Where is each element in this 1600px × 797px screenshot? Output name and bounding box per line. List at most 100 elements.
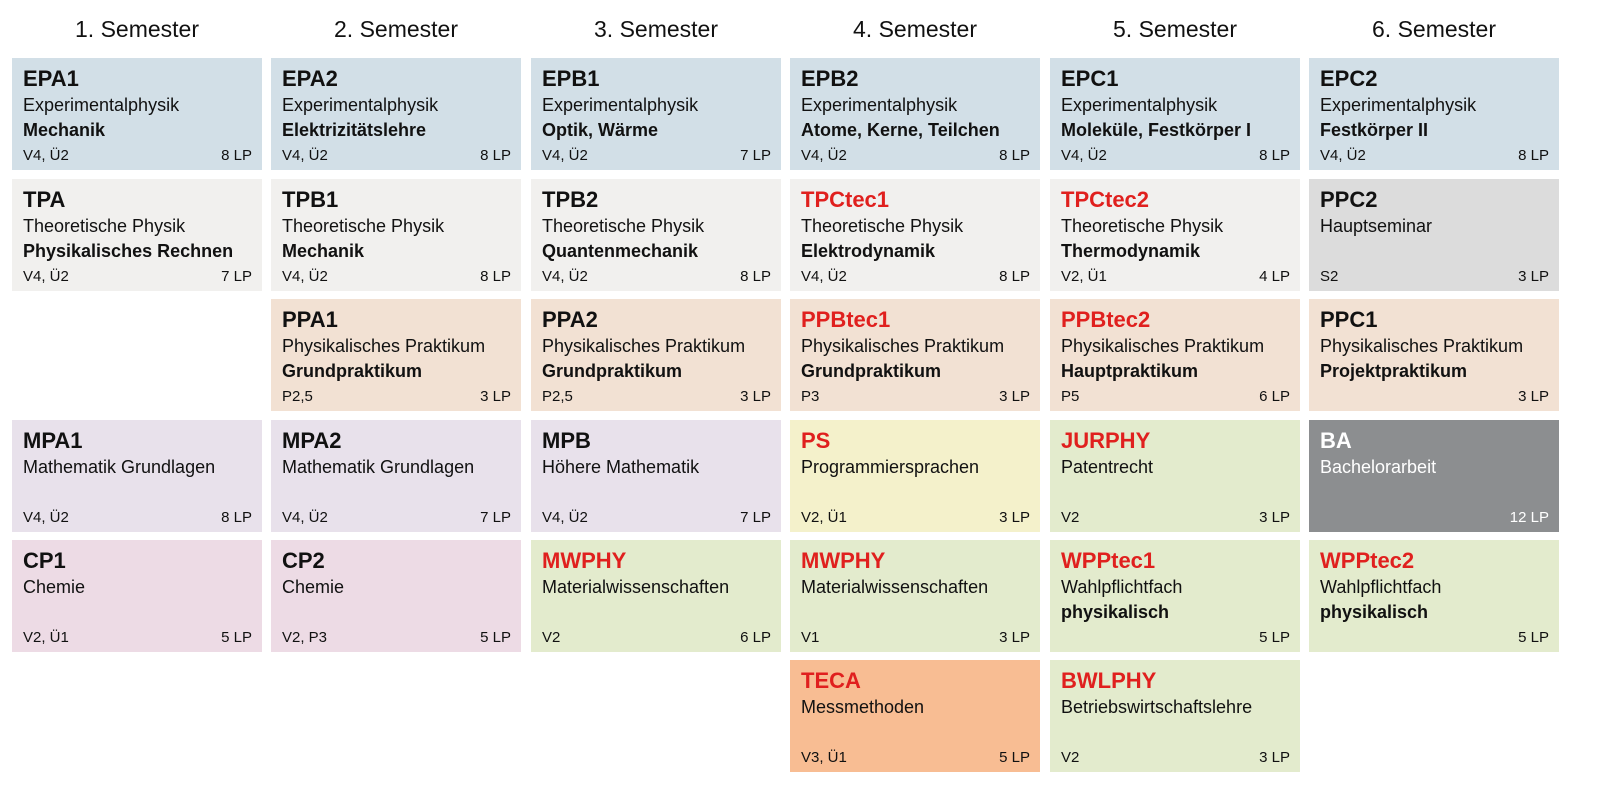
module-subject: Experimentalphysik bbox=[801, 95, 958, 115]
module-subject: Experimentalphysik bbox=[542, 95, 699, 115]
module-card-epb1: EPB1 Experimentalphysik Optik, Wärme V4,… bbox=[531, 58, 781, 170]
module-subject: Experimentalphysik bbox=[1061, 95, 1218, 115]
module-credits: 7 LP bbox=[480, 509, 511, 526]
module-topic: Thermodynamik bbox=[1061, 241, 1201, 261]
module-credits: 7 LP bbox=[740, 509, 771, 526]
module-code: TPCtec1 bbox=[801, 187, 890, 212]
module-hours: V4, Ü2 bbox=[801, 147, 847, 164]
module-hours: V4, Ü2 bbox=[23, 147, 69, 164]
module-subject: Materialwissenschaften bbox=[542, 577, 730, 597]
module-card-epb2: EPB2 Experimentalphysik Atome, Kerne, Te… bbox=[790, 58, 1040, 170]
module-hours: V4, Ü2 bbox=[23, 509, 69, 526]
module-topic: Quantenmechanik bbox=[542, 241, 699, 261]
module-card-teca: TECA Messmethoden V3, Ü1 5 LP bbox=[790, 660, 1040, 772]
module-topic: Atome, Kerne, Teilchen bbox=[801, 120, 1000, 140]
module-hours: V2, Ü1 bbox=[801, 509, 847, 526]
module-card-ppa1: PPA1 Physikalisches Praktikum Grundprakt… bbox=[271, 299, 521, 411]
module-topic: Grundpraktikum bbox=[801, 361, 942, 381]
module-code: EPB2 bbox=[801, 66, 859, 91]
module-topic: physikalisch bbox=[1061, 602, 1170, 622]
module-subject: Physikalisches Praktikum bbox=[1320, 336, 1524, 356]
module-code: EPC2 bbox=[1320, 66, 1378, 91]
module-credits: 7 LP bbox=[221, 268, 252, 285]
module-subject: Bachelorarbeit bbox=[1320, 457, 1437, 477]
module-card-ppbtec2: PPBtec2 Physikalisches Praktikum Hauptpr… bbox=[1050, 299, 1300, 411]
module-credits: 5 LP bbox=[480, 629, 511, 646]
module-code: TECA bbox=[801, 668, 861, 693]
semester-1-heading: 1. Semester bbox=[75, 16, 199, 42]
module-card-tpa: TPA Theoretische Physik Physikalisches R… bbox=[12, 179, 262, 291]
module-topic: Mechanik bbox=[282, 241, 365, 261]
module-credits: 3 LP bbox=[999, 629, 1030, 646]
module-credits: 8 LP bbox=[1518, 147, 1549, 164]
module-topic: Optik, Wärme bbox=[542, 120, 659, 140]
module-code: BWLPHY bbox=[1061, 668, 1157, 693]
module-hours: V4, Ü2 bbox=[542, 268, 588, 285]
module-subject: Betriebswirtschaftslehre bbox=[1061, 697, 1253, 717]
module-subject: Theoretische Physik bbox=[23, 216, 186, 236]
module-card-jurphy: JURPHY Patentrecht V2 3 LP bbox=[1050, 420, 1300, 532]
module-code: EPB1 bbox=[542, 66, 600, 91]
module-card-epc1: EPC1 Experimentalphysik Moleküle, Festkö… bbox=[1050, 58, 1300, 170]
module-subject: Physikalisches Praktikum bbox=[282, 336, 486, 356]
module-code: WPPtec1 bbox=[1061, 548, 1156, 573]
module-credits: 12 LP bbox=[1509, 509, 1549, 526]
module-code: WPPtec2 bbox=[1320, 548, 1415, 573]
module-card-epa1: EPA1 Experimentalphysik Mechanik V4, Ü2 8… bbox=[12, 58, 262, 170]
module-code: TPB1 bbox=[282, 187, 339, 212]
module-credits: 8 LP bbox=[999, 268, 1030, 285]
module-subject: Chemie bbox=[282, 577, 345, 597]
module-credits: 5 LP bbox=[1259, 629, 1290, 646]
module-topic: Elektrizitätslehre bbox=[282, 120, 427, 140]
module-credits: 4 LP bbox=[1259, 268, 1290, 285]
module-credits: 5 LP bbox=[1518, 629, 1549, 646]
module-credits: 3 LP bbox=[999, 388, 1030, 405]
module-hours: P3 bbox=[801, 388, 820, 405]
module-hours: V2 bbox=[542, 629, 561, 646]
module-hours: V1 bbox=[801, 629, 820, 646]
module-card-mpb: MPB Höhere Mathematik V4, Ü2 7 LP bbox=[531, 420, 781, 532]
module-code: JURPHY bbox=[1061, 428, 1151, 453]
module-credits: 3 LP bbox=[1518, 268, 1549, 285]
module-subject: Experimentalphysik bbox=[282, 95, 439, 115]
module-credits: 3 LP bbox=[480, 388, 511, 405]
module-topic: Elektrodynamik bbox=[801, 241, 936, 261]
module-code: PS bbox=[801, 428, 831, 453]
module-topic: Physikalisches Rechnen bbox=[23, 241, 234, 261]
module-hours: P2,5 bbox=[282, 388, 313, 405]
module-card-tpb2: TPB2 Theoretische Physik Quantenmechanik… bbox=[531, 179, 781, 291]
semester-4-heading: 4. Semester bbox=[853, 16, 977, 42]
module-code: TPCtec2 bbox=[1061, 187, 1150, 212]
module-credits: 3 LP bbox=[999, 509, 1030, 526]
module-code: PPBtec2 bbox=[1061, 307, 1151, 332]
module-card-epa2: EPA2 Experimentalphysik Elektrizitätsleh… bbox=[271, 58, 521, 170]
module-card-tpctec2: TPCtec2 Theoretische Physik Thermodynami… bbox=[1050, 179, 1300, 291]
module-card-tpctec1: TPCtec1 Theoretische Physik Elektrodynam… bbox=[790, 179, 1040, 291]
module-subject: Mathematik Grundlagen bbox=[282, 457, 475, 477]
module-topic: Festkörper II bbox=[1320, 120, 1429, 140]
semester-6-heading: 6. Semester bbox=[1372, 16, 1496, 42]
module-hours: V4, Ü2 bbox=[1320, 147, 1366, 164]
module-credits: 5 LP bbox=[221, 629, 252, 646]
module-card-wpptec2: WPPtec2 Wahlpflichtfach physikalisch 5 L… bbox=[1309, 540, 1559, 652]
module-code: PPA2 bbox=[542, 307, 598, 332]
module-hours: V3, Ü1 bbox=[801, 749, 847, 766]
module-topic: physikalisch bbox=[1320, 602, 1429, 622]
module-credits: 8 LP bbox=[221, 147, 252, 164]
module-card-mwphy-3: MWPHY Materialwissenschaften V2 6 LP bbox=[531, 540, 781, 652]
module-code: PPC2 bbox=[1320, 187, 1378, 212]
semester-5-heading: 5. Semester bbox=[1113, 16, 1237, 42]
module-hours: V4, Ü2 bbox=[282, 147, 328, 164]
module-subject: Theoretische Physik bbox=[542, 216, 705, 236]
module-subject: Patentrecht bbox=[1061, 457, 1154, 477]
module-hours: V2, Ü1 bbox=[23, 629, 69, 646]
module-hours: V2 bbox=[1061, 749, 1080, 766]
module-hours: V4, Ü2 bbox=[542, 509, 588, 526]
module-subject: Theoretische Physik bbox=[801, 216, 964, 236]
module-hours: P5 bbox=[1061, 388, 1080, 405]
module-hours: V2, P3 bbox=[282, 629, 328, 646]
module-subject: Theoretische Physik bbox=[282, 216, 445, 236]
module-card-tpb1: TPB1 Theoretische Physik Mechanik V4, Ü2… bbox=[271, 179, 521, 291]
semester-3-heading: 3. Semester bbox=[594, 16, 718, 42]
module-card-cp2: CP2 Chemie V2, P3 5 LP bbox=[271, 540, 521, 652]
